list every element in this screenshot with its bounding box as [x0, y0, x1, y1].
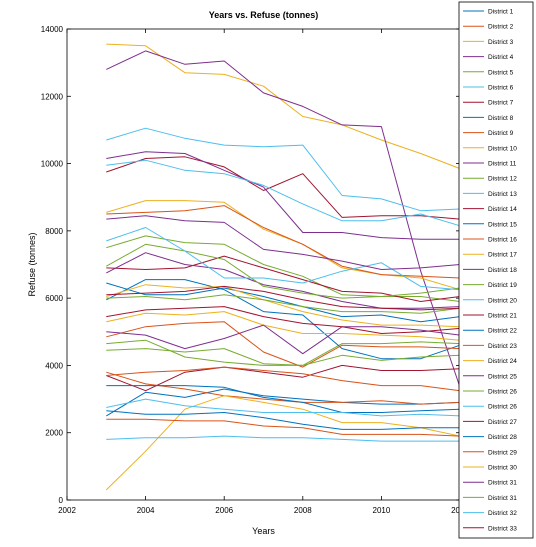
series-line-district-3 [106, 43, 461, 170]
series-line-district-27 [106, 306, 461, 334]
legend-label: District 25 [488, 373, 517, 380]
legend-box [458, 1, 534, 539]
legend-label: District 6 [488, 85, 514, 92]
legend-label: District 12 [488, 176, 517, 183]
legend-label: District 28 [488, 434, 517, 441]
y-tick-label: 8000 [45, 227, 63, 236]
series-line-district-9 [106, 321, 461, 368]
legend-label: District 26 [488, 404, 517, 411]
legend-label: District 29 [488, 449, 517, 456]
series-line-district-28 [106, 410, 460, 430]
legend-label: District 31 [488, 480, 517, 487]
series-line-district-4 [106, 50, 461, 388]
legend-label: District 3 [488, 39, 514, 46]
legend-label: District 20 [488, 297, 517, 304]
series-line-district-13 [106, 159, 461, 227]
y-axis-label: Refuse (tonnes) [27, 232, 37, 296]
series-line-district-6 [106, 127, 461, 212]
series-line-district-16 [106, 205, 461, 279]
legend-label: District 10 [488, 145, 517, 152]
legend-label: District 15 [488, 221, 517, 228]
series-line-district-2 [106, 371, 461, 405]
legend-label: District 33 [488, 525, 517, 532]
series-line-district-17 [106, 311, 461, 341]
y-tick-label: 14000 [41, 25, 64, 34]
x-tick-label: 2002 [58, 506, 76, 515]
series-line-district-5 [106, 339, 461, 366]
series-line-district-31 [106, 215, 461, 270]
series-line-district-31 [106, 294, 461, 314]
legend-label: District 18 [488, 267, 517, 274]
legend-label: District 7 [488, 100, 514, 107]
x-tick-label: 2004 [137, 506, 155, 515]
legend-label: District 8 [488, 115, 514, 122]
series-line-district-20 [106, 227, 461, 291]
x-tick-label: 2010 [373, 506, 391, 515]
series-lines [105, 43, 461, 491]
legend-label: District 11 [488, 161, 517, 168]
chart-title: Years vs. Refuse (tonnes) [209, 10, 319, 20]
legend-label: District 1 [488, 9, 514, 16]
x-axis-label: Years [252, 526, 275, 536]
axis-ticks: 2002200420062008201020120200040006000800… [41, 25, 470, 515]
legend-label: District 14 [488, 206, 517, 213]
series-line-district-26 [106, 348, 461, 366]
series-line-district-22 [106, 385, 461, 413]
legend: District 1 District 2 District 3 District 4… [458, 1, 534, 539]
series-line-district-14 [106, 255, 461, 302]
series-line-district-11 [106, 151, 460, 240]
legend-label: District 4 [488, 54, 514, 61]
legend-label: District 17 [488, 252, 517, 259]
legend-label: District 2 [488, 24, 514, 31]
legend-label: District 16 [488, 237, 517, 244]
legend-label: District 22 [488, 328, 517, 335]
series-line-district-18 [106, 252, 461, 309]
legend-label: District 26 [488, 389, 517, 396]
legend-label: District 24 [488, 358, 517, 365]
legend-label: District 9 [488, 130, 514, 137]
y-tick-label: 2000 [45, 429, 63, 438]
legend-label: District 27 [488, 419, 517, 426]
legend-label: District 31 [488, 495, 517, 502]
series-line-district-23 [106, 366, 461, 392]
series-line-district-29 [106, 418, 461, 437]
series-line-district-25 [106, 324, 461, 355]
legend-label: District 19 [488, 282, 517, 289]
y-tick-label: 12000 [41, 92, 64, 101]
legend-label: District 5 [488, 69, 514, 76]
x-tick-label: 2008 [294, 506, 312, 515]
series-line-district-15 [106, 282, 461, 323]
y-tick-label: 6000 [45, 294, 63, 303]
series-line-district-26 [106, 398, 461, 417]
y-tick-label: 4000 [45, 361, 63, 370]
series-line-district-19 [106, 243, 461, 299]
legend-label: District 30 [488, 465, 517, 472]
x-tick-label: 2006 [215, 506, 233, 515]
series-line-district-1 [106, 388, 461, 417]
legend-label: District 32 [488, 510, 517, 517]
series-line-district-32 [106, 435, 460, 442]
y-tick-label: 0 [59, 496, 64, 505]
y-tick-label: 10000 [41, 160, 64, 169]
series-line-district-24 [105, 395, 461, 491]
series-line-district-21 [106, 364, 461, 392]
legend-label: District 23 [488, 343, 517, 350]
series-line-district-30 [106, 284, 461, 328]
legend-label: District 21 [488, 313, 517, 320]
series-line-district-33 [106, 285, 461, 311]
series-line-district-7 [106, 156, 461, 220]
series-line-district-10 [106, 200, 461, 291]
legend-label: District 13 [488, 191, 517, 198]
